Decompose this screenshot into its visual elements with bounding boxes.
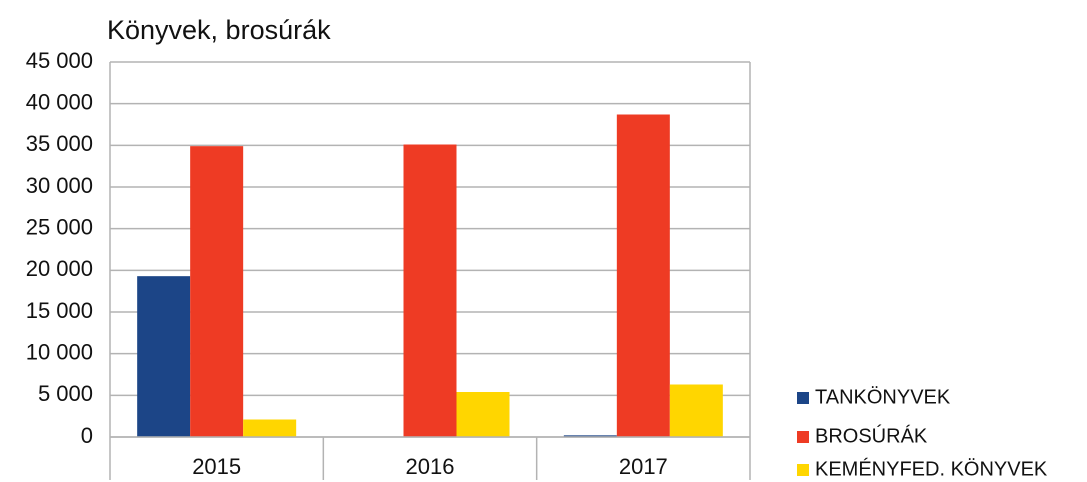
bar [456,392,510,437]
legend-swatch [797,392,809,404]
y-tick-label: 0 [81,423,93,448]
x-tick-label: 2016 [406,454,455,479]
y-tick-label: 15 000 [26,298,93,323]
legend-label: KEMÉNYFED. KÖNYVEK [815,457,1048,480]
y-tick-label: 35 000 [26,131,93,156]
bar [563,435,617,437]
legend-label: TANKÖNYVEK [815,386,951,408]
chart-title: Könyvek, brosúrák [107,15,331,45]
y-tick-label: 5 000 [38,381,93,406]
bar [403,144,457,437]
x-tick-label: 2015 [192,454,241,479]
y-tick-label: 30 000 [26,173,93,198]
y-tick-label: 20 000 [26,256,93,281]
bar [243,419,297,437]
bar [137,276,191,437]
y-tick-label: 25 000 [26,214,93,239]
bar [190,146,244,437]
legend-swatch [797,431,809,443]
y-tick-label: 10 000 [26,339,93,364]
legend-swatch [797,464,809,476]
bar [616,114,670,437]
y-tick-label: 45 000 [26,48,93,73]
y-tick-label: 40 000 [26,89,93,114]
x-tick-label: 2017 [619,454,668,479]
bar [669,384,723,437]
legend-label: BROSÚRÁK [815,424,928,447]
